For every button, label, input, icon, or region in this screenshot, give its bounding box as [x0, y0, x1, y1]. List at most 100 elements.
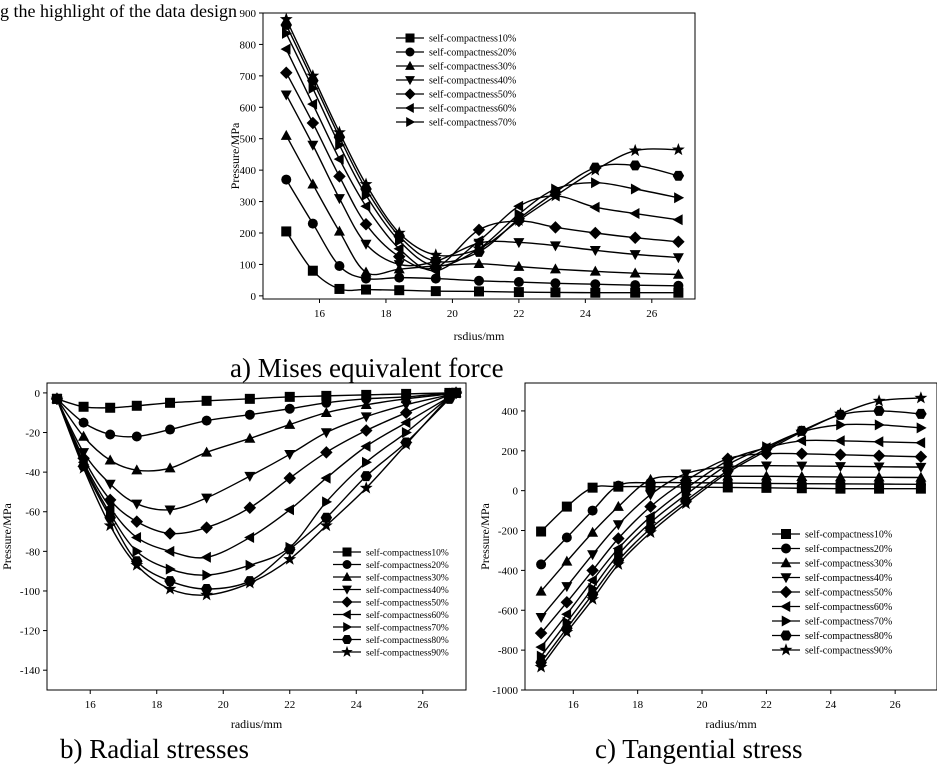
legend-marker: [404, 88, 416, 100]
data-point: [472, 241, 486, 255]
legend-label: self-compactness20%: [429, 48, 516, 59]
data-point: [393, 260, 405, 271]
y-axis-label: Pressure/MPa: [0, 503, 14, 570]
y-tick-label: 700: [240, 71, 257, 83]
data-point: [359, 481, 373, 494]
data-point: [590, 287, 601, 298]
data-point: [359, 424, 373, 437]
legend-label: self-compactness10%: [805, 530, 892, 541]
data-point: [104, 502, 115, 514]
series-5: [534, 447, 928, 640]
data-point: [430, 286, 441, 297]
data-point: [872, 394, 886, 407]
data-point: [561, 608, 572, 620]
data-point: [200, 588, 214, 601]
y-axis-label: Pressure/MPa: [478, 503, 492, 570]
data-point: [131, 531, 142, 543]
data-point: [672, 214, 683, 226]
data-point: [612, 542, 623, 554]
x-tick-label: 26: [646, 308, 658, 320]
data-point: [836, 419, 847, 431]
data-point: [589, 265, 601, 276]
y-tick-label: 200: [240, 228, 257, 240]
data-point: [549, 263, 561, 274]
data-point: [834, 462, 846, 473]
data-point: [587, 550, 599, 561]
data-point: [671, 142, 685, 156]
data-point: [916, 422, 927, 434]
y-tick-label: -100: [20, 586, 41, 598]
data-point: [474, 286, 484, 297]
legend-marker: [341, 609, 351, 620]
data-point: [77, 461, 90, 474]
series-5: [50, 386, 463, 540]
data-point: [672, 235, 685, 249]
data-point: [284, 450, 296, 461]
data-point: [245, 559, 256, 571]
legend-marker: [405, 76, 415, 86]
series-1: [281, 226, 684, 298]
data-point: [280, 66, 293, 79]
data-point: [244, 409, 255, 420]
data-point: [874, 479, 885, 490]
legend-label: self-compactness20%: [805, 544, 892, 555]
data-point: [560, 596, 574, 609]
data-point: [78, 401, 89, 412]
y-tick-label: 0: [251, 291, 257, 303]
data-point: [589, 201, 600, 213]
x-axis-label: radius/mm: [231, 717, 283, 731]
x-tick-label: 16: [314, 308, 326, 320]
legend-marker: [406, 117, 416, 127]
data-point: [322, 496, 333, 508]
data-point: [629, 267, 641, 278]
y-tick-label: 400: [502, 406, 519, 418]
series-line: [285, 135, 679, 276]
x-tick-label: 20: [218, 699, 230, 711]
data-point: [612, 500, 624, 511]
data-point: [429, 248, 443, 261]
y-tick-label: -20: [25, 428, 40, 440]
data-point: [201, 446, 213, 457]
data-point: [873, 436, 884, 448]
series-4: [280, 90, 684, 271]
data-point: [244, 531, 255, 543]
data-point: [796, 470, 808, 481]
data-point: [243, 501, 257, 515]
data-point: [281, 174, 292, 185]
data-point: [243, 576, 257, 589]
y-tick-label: -400: [498, 565, 519, 577]
legend-marker: [781, 615, 792, 627]
data-point: [795, 425, 809, 438]
x-tick-label: 18: [632, 699, 644, 711]
data-point: [333, 170, 346, 183]
data-point: [283, 471, 297, 485]
data-point: [164, 576, 176, 587]
data-point: [165, 424, 176, 435]
data-point: [915, 462, 927, 473]
legend-marker: [342, 585, 352, 595]
data-point: [394, 272, 405, 283]
data-point: [165, 397, 176, 408]
data-point: [284, 418, 296, 429]
y-tick-label: -140: [20, 665, 41, 677]
data-point: [401, 427, 412, 439]
data-point: [672, 268, 684, 279]
data-point: [561, 532, 572, 543]
data-point: [873, 471, 885, 482]
data-point: [534, 660, 548, 673]
data-point: [283, 552, 297, 565]
data-point: [202, 569, 213, 581]
data-point: [334, 261, 345, 271]
legend-label: self-compactness10%: [429, 34, 516, 45]
data-point: [835, 478, 846, 489]
data-point: [320, 446, 333, 459]
caption-tangential: c) Tangential stress: [595, 734, 803, 764]
data-point: [333, 153, 344, 165]
data-point: [914, 450, 928, 464]
data-point: [359, 177, 373, 190]
data-point: [474, 275, 484, 286]
data-point: [442, 390, 456, 403]
data-point: [320, 406, 332, 417]
data-point: [549, 241, 561, 252]
